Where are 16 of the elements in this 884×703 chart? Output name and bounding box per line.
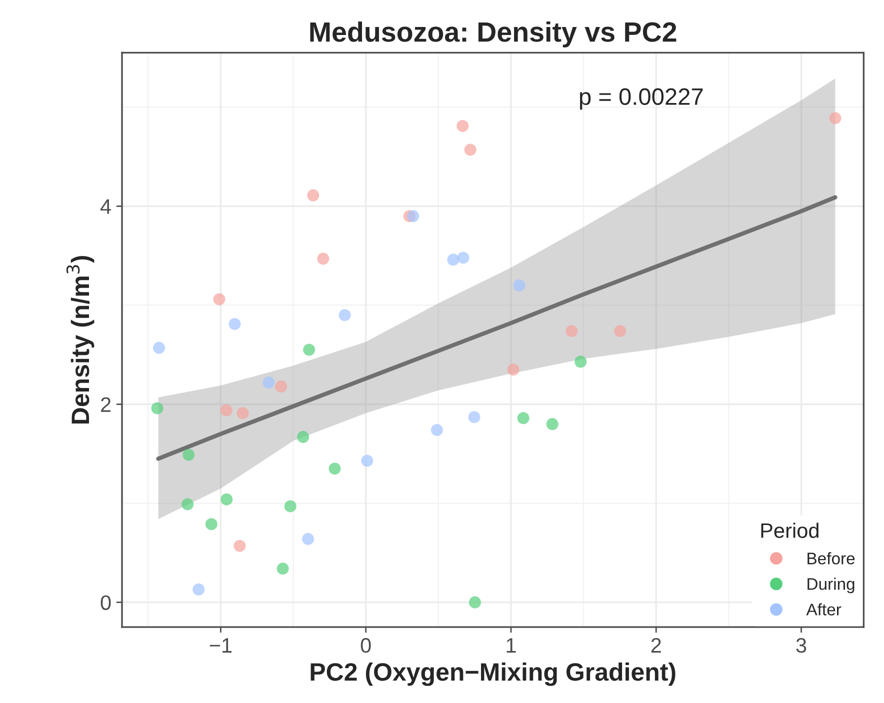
y-axis-title: Density (n/m$^{3}$) — [66, 256, 94, 424]
chart-title: Medusozoa: Density vs PC2 — [310, 21, 676, 48]
legend-label: After — [806, 603, 842, 616]
x-tick-label: 0 — [360, 638, 371, 653]
annotation: p = 0.00227 — [580, 88, 703, 110]
y-tick-label: 4 — [100, 199, 111, 214]
x-tick-label: −1 — [210, 638, 232, 653]
x-tick-label: 1 — [506, 638, 516, 653]
legend-label: Before — [808, 552, 855, 564]
x-axis-title: PC2 (Oxygen−Mixing Gradient) — [310, 662, 676, 686]
x-tick-label: 2 — [651, 638, 661, 653]
y-tick-label: 0 — [100, 595, 111, 610]
y-tick-label: 2 — [101, 397, 111, 412]
legend-label: During — [808, 578, 854, 594]
legend-title: Period — [761, 522, 818, 538]
x-tick-label: 3 — [796, 638, 806, 653]
